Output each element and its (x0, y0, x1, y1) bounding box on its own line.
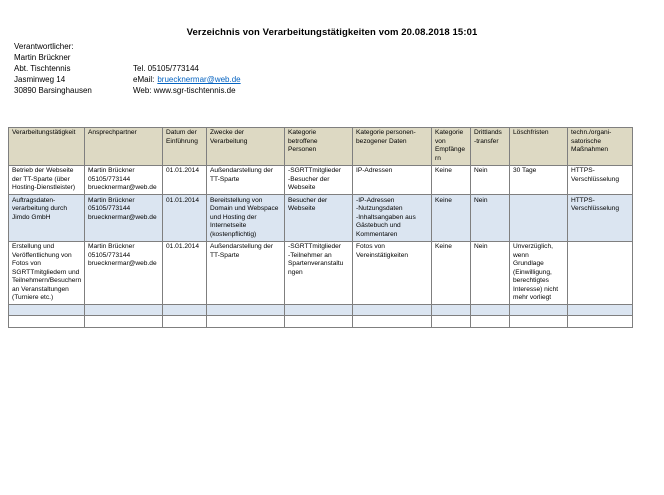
column-header-techn-organisatorische-massnahmen: techn./organi- satorische Maßnahmen (567, 126, 633, 166)
document-page: Verzeichnis von Verarbeitungstätigkeiten… (0, 26, 664, 495)
responsible-city: 30890 Barsinghausen (14, 85, 92, 95)
responsible-party-block: Verantwortlicher: Martin Brückner Abt. T… (14, 42, 664, 97)
table-row: Betrieb der Webseite der TT-Sparte (über… (8, 164, 633, 196)
column-header-kategorie-personenbezogener-daten: Kategorie personen- bezogener Daten (352, 126, 432, 166)
table-cell: Keine (431, 164, 471, 196)
email-link[interactable]: bruecknermar@web.de (157, 74, 241, 84)
responsible-label: Verantwortlicher: (14, 42, 74, 51)
table-cell (509, 304, 568, 317)
table-cell (84, 315, 163, 329)
table-cell: Nein (470, 164, 510, 196)
contact-line: 30890 Barsinghausen Web: www.sgr-tischten… (14, 86, 664, 97)
table-cell (284, 304, 353, 317)
table-cell (84, 304, 163, 317)
table-cell (206, 315, 285, 329)
column-header-kategorie-von-empfaengern: Kategorie von Empfänge rn (431, 126, 471, 166)
responsible-name: Martin Brückner (14, 52, 71, 62)
table-cell (470, 304, 510, 317)
column-header-ansprechpartner: Ansprechpartner (84, 126, 163, 166)
table-cell (8, 304, 85, 317)
column-header-loeschfristen: Löschfristen (509, 126, 568, 166)
table-cell (162, 304, 207, 317)
table-header-row: Verarbeitungstätigkeit Ansprechpartner D… (8, 126, 633, 166)
contact-line: Verantwortlicher: (14, 42, 664, 53)
table-cell: Nein (470, 240, 510, 306)
table-row-empty (8, 315, 633, 329)
table-cell (431, 304, 471, 317)
column-header-zwecke-der-verarbeitung: Zwecke der Verarbeitung (206, 126, 285, 166)
table-cell: Außendarstellung der TT-Sparte (206, 240, 285, 306)
contact-line: Martin Brückner (14, 53, 664, 64)
table-cell: 30 Tage (509, 164, 568, 196)
table-cell: Fotos von Vereinstätigkeiten (352, 240, 432, 306)
column-header-kategorie-betroffene-personen: Kategorie betroffene Personen (284, 126, 353, 166)
table-row: Auftragsdaten- verarbeitung durch Jimdo … (8, 194, 633, 242)
table-cell (162, 315, 207, 329)
table-cell (470, 315, 510, 329)
contact-line: Jasminweg 14 eMail: bruecknermar@web.de (14, 75, 664, 86)
table-cell (284, 315, 353, 329)
table-cell (509, 194, 568, 242)
table-cell: Martin Brückner 05105/773144 bruecknerma… (84, 240, 163, 306)
table-cell: -SGRTTmitglieder -Besucher der Webseite (284, 164, 353, 196)
table-cell: -IP-Adressen -Nutzungsdaten -Inhaltsanga… (352, 194, 432, 242)
table-cell: Besucher der Webseite (284, 194, 353, 242)
table-cell: 01.01.2014 (162, 194, 207, 242)
table-cell: Außendarstellung der TT-Sparte (206, 164, 285, 196)
table-cell: Martin Brückner 05105/773144 bruecknerma… (84, 194, 163, 242)
page-title: Verzeichnis von Verarbeitungstätigkeiten… (186, 27, 478, 38)
table-cell: Martin Brückner 05105/773144 bruecknerma… (84, 164, 163, 196)
column-header-datum-der-einfuehrung: Datum der Einführung (162, 126, 207, 166)
table-cell (8, 315, 85, 329)
column-header-drittlandstransfer: Drittlands -transfer (470, 126, 510, 166)
table-cell (567, 315, 633, 329)
table-row: Erstellung und Veröffentlichung von Foto… (8, 240, 633, 306)
table-cell: Keine (431, 240, 471, 306)
table-cell (431, 315, 471, 329)
table-cell: Nein (470, 194, 510, 242)
table-cell: Unverzüglich, wenn Grundlage (Einwilligu… (509, 240, 568, 306)
table-cell (509, 315, 568, 329)
responsible-street: Jasminweg 14 (14, 74, 66, 84)
table-cell (567, 240, 633, 306)
table-cell: IP-Adressen (352, 164, 432, 196)
table-cell: HTTPS- Verschlüsselung (567, 164, 633, 196)
contact-line: Abt. Tischtennis Tel. 05105/773144 (14, 64, 664, 75)
responsible-department: Abt. Tischtennis (14, 63, 71, 73)
phone-number: Tel. 05105/773144 (133, 63, 199, 73)
table-cell: Betrieb der Webseite der TT-Sparte (über… (8, 164, 85, 196)
table-cell (352, 304, 432, 317)
table-cell (206, 304, 285, 317)
website-text: Web: www.sgr-tischtennis.de (133, 85, 236, 95)
table-cell: Bereitstellung von Domain und Webspace u… (206, 194, 285, 242)
email-label: eMail: (133, 74, 155, 84)
table-cell (352, 315, 432, 329)
table-cell (567, 304, 633, 317)
processing-activities-table: Verarbeitungstätigkeit Ansprechpartner D… (8, 126, 633, 329)
column-header-verarbeitungstaetigkeit: Verarbeitungstätigkeit (8, 126, 85, 166)
table-cell: HTTPS- Verschlüsselung (567, 194, 633, 242)
table-cell: Keine (431, 194, 471, 242)
table-cell: 01.01.2014 (162, 240, 207, 306)
table-cell: Auftragsdaten- verarbeitung durch Jimdo … (8, 194, 85, 242)
table-cell: -SGRTTmitglieder -Teilnehmer an Spartenv… (284, 240, 353, 306)
table-cell: Erstellung und Veröffentlichung von Foto… (8, 240, 85, 306)
table-cell: 01.01.2014 (162, 164, 207, 196)
table-row-empty (8, 304, 633, 317)
email-line: eMail: bruecknermar@web.de (133, 75, 241, 84)
